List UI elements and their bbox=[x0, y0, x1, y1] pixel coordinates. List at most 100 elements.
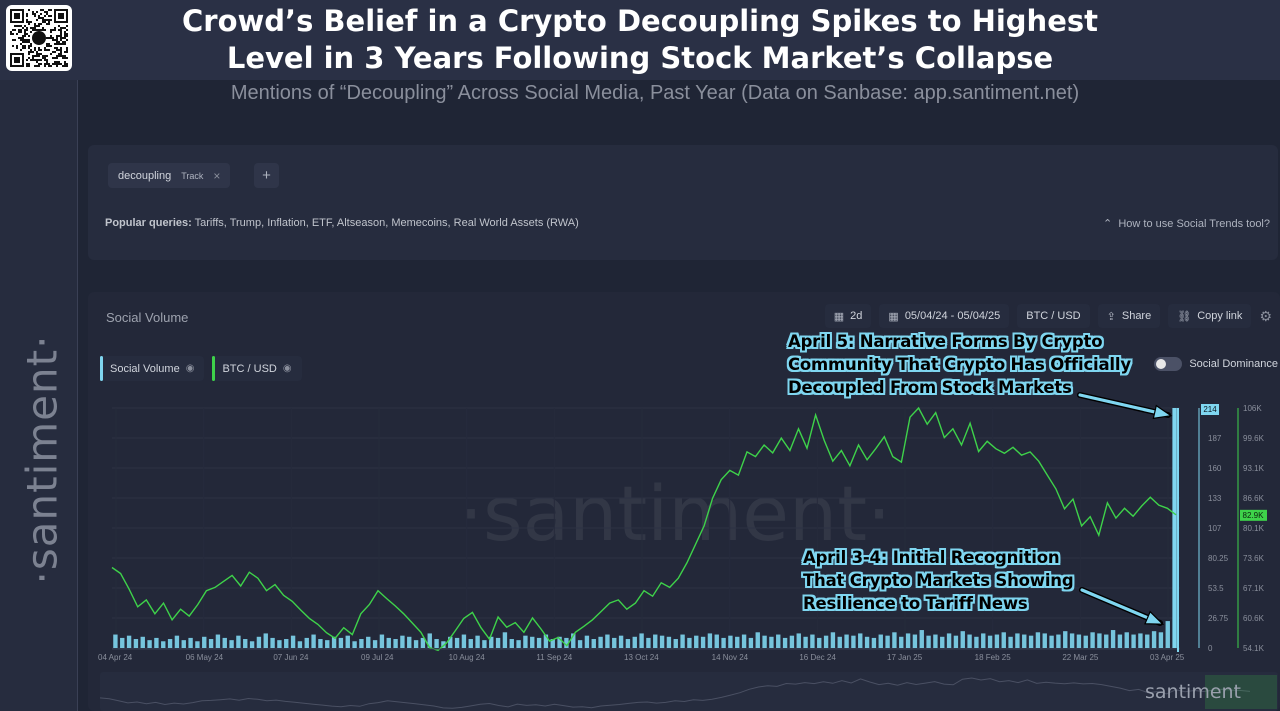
copy-link-button[interactable]: ⛓ Copy link bbox=[1168, 304, 1252, 328]
qr-module bbox=[36, 25, 38, 27]
qr-module bbox=[14, 25, 16, 27]
qr-module bbox=[60, 39, 62, 41]
qr-module bbox=[56, 43, 58, 45]
btc-axis-tick: 60.6K bbox=[1243, 614, 1265, 623]
interval-label: 2d bbox=[850, 310, 863, 322]
qr-module bbox=[42, 27, 44, 29]
share-button[interactable]: ⇪ Share bbox=[1097, 304, 1161, 328]
legend-btc-usd[interactable]: BTC / USD ◉ bbox=[212, 356, 302, 381]
social-volume-bar bbox=[338, 637, 344, 648]
qr-module bbox=[46, 13, 48, 15]
qr-module bbox=[14, 39, 16, 41]
social-volume-bar bbox=[441, 641, 446, 648]
social-volume-bar bbox=[960, 631, 965, 648]
qr-module bbox=[64, 65, 66, 67]
qr-module bbox=[38, 47, 40, 49]
qr-module bbox=[34, 47, 36, 49]
social-volume-bar bbox=[284, 639, 289, 648]
social-volume-bar bbox=[571, 633, 576, 648]
axes: 0 26.75 53.5 80.25 107 133 160 187 214 54.1K 60.6K… bbox=[98, 404, 1267, 662]
qr-module bbox=[66, 65, 68, 67]
btc-axis-tick: 99.6K bbox=[1243, 434, 1265, 443]
qr-module bbox=[54, 27, 56, 29]
qr-module bbox=[64, 37, 66, 39]
qr-module bbox=[46, 61, 48, 63]
qr-module bbox=[62, 55, 64, 57]
qr-module bbox=[50, 31, 52, 33]
social-volume-bar bbox=[789, 635, 795, 648]
qr-module bbox=[32, 59, 34, 61]
toggle-switch[interactable] bbox=[1154, 357, 1183, 371]
social-volume-bar bbox=[1158, 632, 1164, 648]
social-volume-bar bbox=[1069, 633, 1075, 648]
qr-module bbox=[38, 17, 40, 19]
social-volume-bar bbox=[557, 636, 562, 648]
qr-module bbox=[60, 47, 62, 49]
social-volume-bar bbox=[468, 639, 473, 648]
social-volume-bar bbox=[564, 637, 569, 648]
qr-module bbox=[28, 9, 30, 11]
qr-module bbox=[28, 45, 30, 47]
social-volume-bar bbox=[345, 635, 350, 648]
date-range-label: 05/04/24 - 05/04/25 bbox=[904, 310, 1001, 322]
qr-module bbox=[54, 47, 56, 49]
social-volume-bar bbox=[407, 636, 412, 648]
howto-link[interactable]: ⌃ How to use Social Trends tool? bbox=[1103, 217, 1270, 230]
qr-module bbox=[56, 49, 58, 51]
qr-module bbox=[42, 57, 44, 59]
qr-module bbox=[40, 63, 42, 65]
date-range-button[interactable]: ▦ 05/04/24 - 05/04/25 bbox=[879, 304, 1010, 328]
qr-module bbox=[26, 29, 28, 31]
qr-module bbox=[40, 9, 42, 11]
qr-module bbox=[36, 19, 38, 21]
social-current-value: 214 bbox=[1203, 405, 1217, 414]
query-chip[interactable]: decoupling Track × bbox=[108, 163, 231, 188]
social-axis-tick: 80.25 bbox=[1208, 554, 1229, 563]
social-dominance-toggle[interactable]: Social Dominance bbox=[1154, 357, 1278, 371]
social-volume-bar bbox=[325, 640, 330, 648]
legend-swatch bbox=[212, 356, 216, 381]
minimap[interactable]: santiment bbox=[99, 672, 1278, 711]
social-volume-bar bbox=[530, 636, 535, 648]
annotation-line: Decoupled From Stock Markets bbox=[788, 378, 1072, 397]
eye-icon[interactable]: ◉ bbox=[185, 363, 195, 374]
qr-module bbox=[20, 37, 22, 39]
social-volume-bar bbox=[974, 636, 979, 648]
social-volume-bar bbox=[1063, 631, 1068, 648]
interval-button[interactable]: ▦ 2d bbox=[824, 304, 872, 328]
social-volume-bar bbox=[639, 633, 644, 648]
legend-social-volume[interactable]: Social Volume ◉ bbox=[100, 356, 205, 381]
add-query-button[interactable]: + bbox=[254, 163, 279, 188]
arrow-april-5-head bbox=[1152, 404, 1173, 420]
qr-module bbox=[42, 21, 44, 23]
qr-module bbox=[60, 37, 62, 39]
qr-module bbox=[26, 19, 28, 21]
track-label[interactable]: Track bbox=[181, 170, 204, 181]
btc-current-value: 82.9K bbox=[1243, 511, 1265, 520]
social-volume-bar bbox=[892, 632, 897, 648]
social-volume-bar bbox=[721, 637, 726, 648]
social-volume-bar bbox=[297, 641, 303, 648]
qr-module bbox=[56, 65, 58, 67]
qr-module bbox=[52, 39, 54, 41]
qr-module bbox=[28, 21, 30, 23]
annotation-line: April 5: Narrative Forms By Crypto bbox=[788, 332, 1103, 351]
minimap-selection bbox=[1205, 675, 1277, 709]
pair-button[interactable]: BTC / USD bbox=[1017, 304, 1090, 328]
social-volume-bar bbox=[215, 634, 221, 648]
remove-query-icon[interactable]: × bbox=[213, 168, 221, 183]
qr-module bbox=[14, 29, 16, 31]
social-volume-bar bbox=[981, 633, 986, 648]
eye-icon[interactable]: ◉ bbox=[282, 363, 292, 374]
qr-module bbox=[54, 57, 56, 59]
popular-queries-list[interactable]: Tariffs, Trump, Inflation, ETF, Altseaso… bbox=[194, 217, 579, 229]
qr-module bbox=[28, 47, 30, 49]
arrow-april-3-4-head bbox=[1144, 610, 1165, 625]
social-volume-bar bbox=[1022, 634, 1027, 648]
qr-module bbox=[34, 49, 36, 51]
gear-icon[interactable]: ⚙ bbox=[1259, 307, 1272, 324]
btc-axis-tick: 106K bbox=[1243, 404, 1262, 413]
social-volume-bar bbox=[967, 634, 972, 648]
qr-module bbox=[18, 29, 20, 31]
qr-module bbox=[28, 23, 30, 25]
